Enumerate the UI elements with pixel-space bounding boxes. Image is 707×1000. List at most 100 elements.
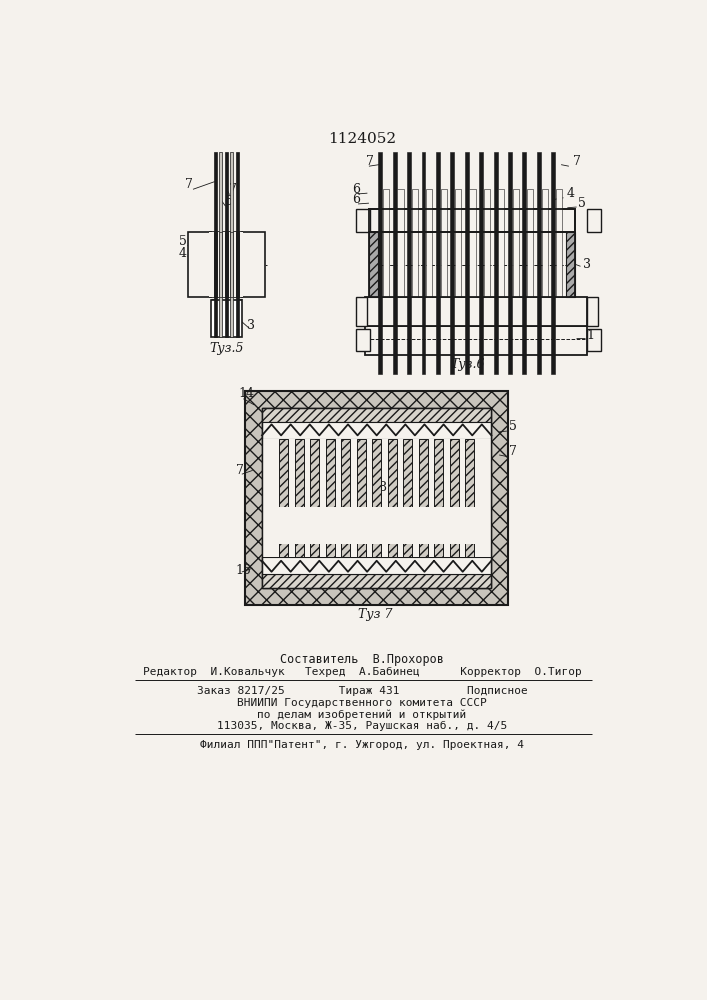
Text: 6: 6 <box>224 195 232 208</box>
Bar <box>407 152 411 374</box>
Bar <box>356 329 370 351</box>
Text: Филиал ППП"Патент", г. Ужгород, ул. Проектная, 4: Филиал ППП"Патент", г. Ужгород, ул. Прое… <box>200 740 524 750</box>
Bar <box>465 439 474 510</box>
Bar <box>498 189 505 297</box>
Text: Τуз.6: Τуз.6 <box>451 358 486 371</box>
Bar <box>587 329 601 351</box>
Bar <box>310 540 320 557</box>
Bar <box>225 152 228 337</box>
Text: 5: 5 <box>578 197 586 210</box>
Text: 5: 5 <box>509 420 517 433</box>
Text: 7: 7 <box>509 445 517 458</box>
Bar <box>369 232 575 297</box>
Text: по делам изобретений и открытий: по делам изобретений и открытий <box>257 709 467 720</box>
Bar <box>587 297 597 326</box>
Text: Заказ 8217/25        Тираж 431          Подписное: Заказ 8217/25 Тираж 431 Подписное <box>197 686 527 696</box>
Bar <box>426 189 433 297</box>
Bar <box>270 507 484 544</box>
Bar <box>325 540 335 557</box>
Text: 6: 6 <box>387 483 395 496</box>
Bar <box>214 232 217 297</box>
Text: 4: 4 <box>179 247 187 260</box>
Text: 6: 6 <box>352 193 360 206</box>
Bar <box>262 534 491 557</box>
Text: Τуз 7: Τуз 7 <box>358 608 392 621</box>
Bar <box>392 152 397 374</box>
Bar <box>465 540 474 557</box>
Text: 113035, Москва, Ж-35, Раушская наб., д. 4/5: 113035, Москва, Ж-35, Раушская наб., д. … <box>217 721 507 731</box>
Bar <box>566 232 575 297</box>
Bar <box>556 189 562 297</box>
Bar <box>310 439 320 510</box>
Text: 7: 7 <box>235 464 243 477</box>
Bar <box>551 152 555 374</box>
Text: Составитель  В.Прохоров: Составитель В.Прохоров <box>280 652 444 666</box>
Bar <box>537 152 541 374</box>
Bar <box>411 189 418 297</box>
Bar <box>279 439 288 510</box>
Bar <box>450 439 459 510</box>
Bar <box>387 540 397 557</box>
Bar <box>419 540 428 557</box>
Text: 4: 4 <box>566 187 575 200</box>
Bar <box>230 152 233 337</box>
Bar <box>387 439 397 510</box>
Bar <box>219 152 223 337</box>
Bar <box>295 439 304 510</box>
Bar <box>242 232 265 297</box>
Bar <box>434 439 443 510</box>
Bar <box>230 232 233 297</box>
Bar <box>219 232 223 297</box>
Bar <box>484 189 490 297</box>
Bar <box>450 152 454 374</box>
Bar <box>341 439 351 510</box>
Text: ВНИИПИ Государственного комитета СССР: ВНИИПИ Государственного комитета СССР <box>237 698 487 708</box>
Text: 15: 15 <box>235 564 252 577</box>
Bar <box>464 152 469 374</box>
Bar <box>397 189 404 297</box>
Text: 14: 14 <box>239 387 255 400</box>
Bar <box>356 297 367 326</box>
Bar <box>455 189 461 297</box>
Bar <box>211 300 242 337</box>
Bar <box>262 408 491 588</box>
Text: 3: 3 <box>583 258 591 271</box>
Bar <box>369 209 575 232</box>
Bar <box>372 439 381 510</box>
Bar <box>378 152 382 374</box>
Text: Τуз.5: Τуз.5 <box>209 342 244 355</box>
Text: Редактор  И.Ковальчук   Техред  А.Бабинец      Корректор  О.Тигор: Редактор И.Ковальчук Техред А.Бабинец Ко… <box>143 667 581 677</box>
Bar <box>587 209 601 232</box>
Bar <box>262 408 491 422</box>
Text: 7: 7 <box>366 155 374 168</box>
Bar <box>225 232 228 297</box>
Bar <box>356 439 366 510</box>
Bar <box>542 189 548 297</box>
Bar <box>479 152 483 374</box>
Bar <box>209 232 243 297</box>
Bar <box>403 439 412 510</box>
Bar <box>527 189 533 297</box>
Bar <box>440 189 447 297</box>
Bar <box>187 232 211 297</box>
Bar <box>325 439 335 510</box>
Bar <box>450 540 459 557</box>
Bar <box>356 209 370 232</box>
Bar <box>279 540 288 557</box>
Bar <box>262 422 491 439</box>
Bar <box>341 540 351 557</box>
Text: 7: 7 <box>185 178 193 191</box>
Bar <box>262 439 491 534</box>
Bar <box>493 152 498 374</box>
Bar <box>295 540 304 557</box>
Text: 7: 7 <box>228 183 236 196</box>
Bar <box>365 297 587 326</box>
Text: 3: 3 <box>247 319 255 332</box>
Bar <box>522 152 527 374</box>
Text: 5: 5 <box>179 235 187 248</box>
Bar <box>235 232 239 297</box>
Bar <box>434 540 443 557</box>
Text: 7: 7 <box>573 155 580 168</box>
Bar <box>508 152 512 374</box>
Bar <box>419 439 428 510</box>
